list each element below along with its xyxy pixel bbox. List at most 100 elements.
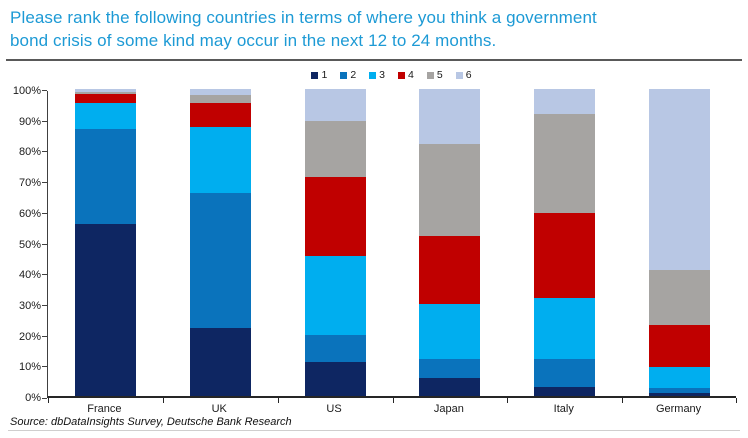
bar-segment-rank-1 [419,377,481,396]
y-tick [42,212,47,214]
page-title-line2: bond crisis of some kind may occur in th… [10,31,497,50]
x-axis-label: US [326,403,342,415]
bar-segment-rank-5 [304,121,366,177]
bar-segment-rank-3 [419,303,481,360]
bar-segment-rank-1 [189,328,251,396]
bar-segment-rank-6 [649,89,711,271]
y-axis-label: 10% [18,361,41,374]
bar-segment-rank-3 [74,102,136,129]
y-axis-label: 60% [18,207,41,220]
bar-segment-rank-2 [189,193,251,329]
legend-label: 2 [350,69,357,81]
bar-segment-rank-6 [304,89,366,122]
y-axis-label: 30% [18,299,41,312]
bar-segment-rank-2 [649,388,711,393]
bar-segment-rank-1 [649,392,711,396]
x-tick [622,398,623,403]
y-axis-label: 100% [12,85,41,97]
bottom-divider [8,430,740,431]
bar-segment-rank-2 [534,359,596,387]
x-axis-label: Japan [433,403,464,415]
bar-segment-rank-3 [189,127,251,194]
x-tick [507,398,508,403]
bar-segment-rank-6 [419,89,481,145]
bar-segment-rank-4 [304,176,366,257]
x-tick [278,398,279,403]
x-tick [48,398,49,403]
legend-swatch-icon [398,71,405,79]
x-tick [736,398,737,403]
bar-segment-rank-6 [189,89,251,96]
legend-item: 6 [455,69,472,81]
page-title: Please rank the following countries in t… [10,6,720,52]
bar-germany [649,89,711,396]
bar-segment-rank-5 [189,95,251,103]
bar-segment-rank-3 [534,297,596,360]
x-tick [163,398,164,403]
bar-segment-rank-2 [304,334,366,363]
legend-label: 3 [379,69,385,81]
bar-segment-rank-4 [74,93,136,103]
y-tick [42,304,47,306]
bar-segment-rank-5 [534,113,596,214]
plot-area [42,89,737,403]
x-axis-label: Germany [655,403,702,415]
bar-segment-rank-6 [74,89,136,93]
bar-segment-rank-4 [189,102,251,128]
y-tick [42,182,47,184]
bar-uk [189,89,251,396]
bar-segment-rank-5 [74,92,136,94]
x-axis-label: France [87,403,122,415]
bar-us [304,89,366,396]
bar-segment-rank-4 [649,325,711,367]
y-axis-label: 40% [18,269,41,282]
legend-label: 1 [321,69,328,81]
y-tick [42,274,47,276]
y-tick [42,243,47,245]
y-axis-label: 90% [18,115,41,128]
y-tick [42,151,47,153]
bar-japan [419,89,481,396]
legend-item: 5 [426,69,443,81]
y-tick [42,366,47,368]
y-axis-label: 20% [18,330,41,343]
x-axis-label: Italy [553,403,574,415]
source-note: Source: dbDataInsights Survey, Deutsche … [10,416,292,428]
bar-segment-rank-4 [419,236,481,304]
bar-segment-rank-4 [534,213,596,298]
y-axis-label: 50% [18,238,41,251]
legend-swatch-icon [340,71,348,79]
legend-swatch-icon [369,71,377,79]
x-axis: France UK US Japan Italy Germany [47,403,736,417]
y-tick [42,398,47,399]
bar-segment-rank-6 [534,89,596,114]
page-title-line1: Please rank the following countries in t… [10,8,597,27]
legend-label: 6 [465,69,472,81]
bar-italy [534,89,596,396]
y-tick [42,335,47,337]
bar-segment-rank-5 [419,144,481,237]
y-tick [42,90,47,91]
bar-segment-rank-3 [649,366,711,389]
legend-item: 3 [369,69,385,81]
legend-item: 2 [340,69,356,81]
bar-segment-rank-2 [419,359,481,378]
bar-segment-rank-1 [534,386,596,396]
bar-segment-rank-5 [649,270,711,326]
legend-swatch-icon [311,71,319,79]
legend-swatch-icon [455,71,463,79]
legend-label: 5 [436,69,443,81]
y-axis-label: 0% [25,392,41,404]
y-axis-label: 70% [18,177,41,190]
title-divider [6,59,742,61]
y-axis-label: 80% [18,146,41,159]
legend-item: 1 [311,69,327,81]
y-tick [42,120,47,122]
legend-item: 4 [398,69,414,81]
bar-segment-rank-2 [74,128,136,225]
chart-legend: 1 2 3 4 5 6 [47,69,736,81]
y-axis: 0% 10% 20% 30% 40% 50% 60% 70% 80% 90% 100% [0,85,41,404]
bar-segment-rank-3 [304,256,366,335]
x-tick [393,398,394,403]
bar-france [74,89,136,396]
